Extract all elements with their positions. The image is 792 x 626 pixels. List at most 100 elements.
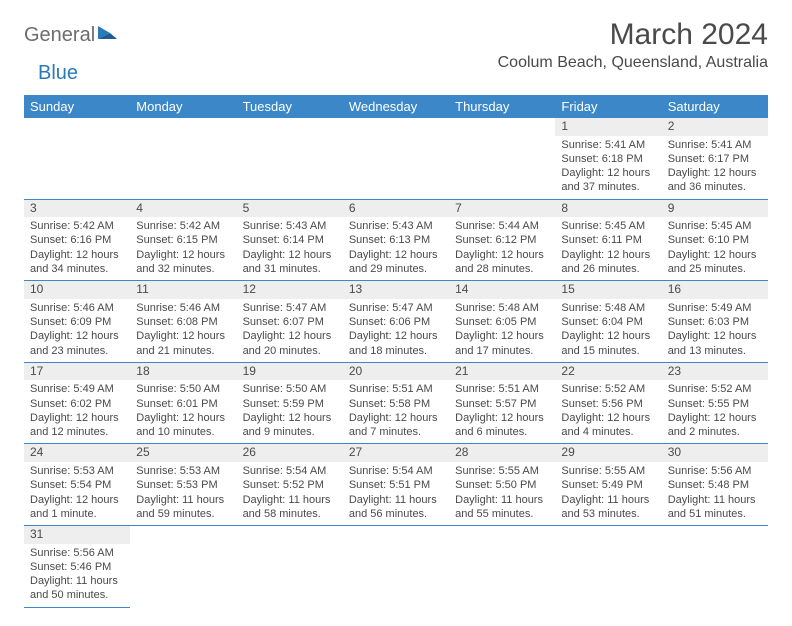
sunset: Sunset: 6:02 PM (30, 397, 124, 411)
sunset: Sunset: 6:18 PM (561, 152, 655, 166)
day-cell (449, 136, 555, 200)
daylight-line2: and 55 minutes. (455, 507, 549, 521)
day-number (555, 525, 661, 543)
sunset: Sunset: 6:01 PM (136, 397, 230, 411)
daylight-line1: Daylight: 11 hours (30, 574, 124, 588)
day-number: 2 (662, 118, 768, 136)
daynum-row: 10111213141516 (24, 281, 768, 299)
daylight-line2: and 34 minutes. (30, 262, 124, 276)
day-number: 22 (555, 362, 661, 380)
day-header-row: Sunday Monday Tuesday Wednesday Thursday… (24, 95, 768, 118)
daylight-line1: Daylight: 12 hours (30, 493, 124, 507)
day-number (449, 525, 555, 543)
day-number: 5 (237, 199, 343, 217)
day-cell: Sunrise: 5:46 AMSunset: 6:09 PMDaylight:… (24, 299, 130, 363)
sunrise: Sunrise: 5:43 AM (349, 219, 443, 233)
daylight-line2: and 10 minutes. (136, 425, 230, 439)
day-cell (130, 544, 236, 608)
sunrise: Sunrise: 5:48 AM (455, 301, 549, 315)
day-number: 28 (449, 444, 555, 462)
sunset: Sunset: 6:13 PM (349, 233, 443, 247)
day-number: 24 (24, 444, 130, 462)
sunset: Sunset: 5:51 PM (349, 478, 443, 492)
daylight-line2: and 31 minutes. (243, 262, 337, 276)
day-cell: Sunrise: 5:50 AMSunset: 6:01 PMDaylight:… (130, 380, 236, 444)
day-number (343, 118, 449, 136)
title-block: March 2024 Coolum Beach, Queensland, Aus… (498, 18, 768, 72)
dayhead-thu: Thursday (449, 95, 555, 118)
sunset: Sunset: 6:09 PM (30, 315, 124, 329)
daylight-line1: Daylight: 11 hours (455, 493, 549, 507)
daylight-line1: Daylight: 12 hours (243, 329, 337, 343)
day-body-row: Sunrise: 5:56 AMSunset: 5:46 PMDaylight:… (24, 544, 768, 608)
sunrise: Sunrise: 5:54 AM (349, 464, 443, 478)
logo-word2: Blue (38, 62, 78, 85)
daylight-line2: and 25 minutes. (668, 262, 762, 276)
sunrise: Sunrise: 5:43 AM (243, 219, 337, 233)
sunset: Sunset: 5:55 PM (668, 397, 762, 411)
daylight-line1: Daylight: 12 hours (30, 248, 124, 262)
day-cell: Sunrise: 5:55 AMSunset: 5:49 PMDaylight:… (555, 462, 661, 526)
day-cell: Sunrise: 5:43 AMSunset: 6:14 PMDaylight:… (237, 217, 343, 281)
day-cell (24, 136, 130, 200)
day-cell (237, 544, 343, 608)
daylight-line2: and 50 minutes. (30, 588, 124, 602)
daylight-line2: and 15 minutes. (561, 344, 655, 358)
day-number (130, 118, 236, 136)
sunrise: Sunrise: 5:56 AM (30, 546, 124, 560)
daylight-line2: and 12 minutes. (30, 425, 124, 439)
daylight-line2: and 59 minutes. (136, 507, 230, 521)
sunset: Sunset: 5:54 PM (30, 478, 124, 492)
day-cell: Sunrise: 5:49 AMSunset: 6:03 PMDaylight:… (662, 299, 768, 363)
daylight-line1: Daylight: 12 hours (349, 248, 443, 262)
day-number: 8 (555, 199, 661, 217)
daylight-line2: and 17 minutes. (455, 344, 549, 358)
day-cell: Sunrise: 5:50 AMSunset: 5:59 PMDaylight:… (237, 380, 343, 444)
day-number (237, 525, 343, 543)
sunrise: Sunrise: 5:45 AM (561, 219, 655, 233)
daylight-line1: Daylight: 12 hours (668, 411, 762, 425)
sunset: Sunset: 5:48 PM (668, 478, 762, 492)
day-cell (555, 544, 661, 608)
day-cell: Sunrise: 5:51 AMSunset: 5:58 PMDaylight:… (343, 380, 449, 444)
sunset: Sunset: 6:16 PM (30, 233, 124, 247)
day-cell: Sunrise: 5:54 AMSunset: 5:52 PMDaylight:… (237, 462, 343, 526)
daylight-line1: Daylight: 12 hours (136, 248, 230, 262)
sunset: Sunset: 6:10 PM (668, 233, 762, 247)
daylight-line1: Daylight: 11 hours (136, 493, 230, 507)
day-cell: Sunrise: 5:48 AMSunset: 6:04 PMDaylight:… (555, 299, 661, 363)
day-cell: Sunrise: 5:45 AMSunset: 6:10 PMDaylight:… (662, 217, 768, 281)
day-cell (237, 136, 343, 200)
daynum-row: 17181920212223 (24, 362, 768, 380)
day-cell: Sunrise: 5:47 AMSunset: 6:07 PMDaylight:… (237, 299, 343, 363)
sunset: Sunset: 6:06 PM (349, 315, 443, 329)
day-cell: Sunrise: 5:53 AMSunset: 5:53 PMDaylight:… (130, 462, 236, 526)
daylight-line1: Daylight: 12 hours (455, 329, 549, 343)
location: Coolum Beach, Queensland, Australia (498, 54, 768, 72)
daylight-line1: Daylight: 12 hours (668, 166, 762, 180)
day-number: 14 (449, 281, 555, 299)
day-number: 16 (662, 281, 768, 299)
day-number: 17 (24, 362, 130, 380)
sunrise: Sunrise: 5:51 AM (455, 382, 549, 396)
day-cell: Sunrise: 5:56 AMSunset: 5:48 PMDaylight:… (662, 462, 768, 526)
day-number: 20 (343, 362, 449, 380)
day-cell (343, 544, 449, 608)
sunset: Sunset: 6:03 PM (668, 315, 762, 329)
day-number: 11 (130, 281, 236, 299)
daylight-line2: and 32 minutes. (136, 262, 230, 276)
sunrise: Sunrise: 5:49 AM (30, 382, 124, 396)
month-title: March 2024 (498, 18, 768, 52)
day-cell: Sunrise: 5:45 AMSunset: 6:11 PMDaylight:… (555, 217, 661, 281)
sunrise: Sunrise: 5:46 AM (136, 301, 230, 315)
sunset: Sunset: 6:04 PM (561, 315, 655, 329)
day-number: 21 (449, 362, 555, 380)
sunset: Sunset: 5:49 PM (561, 478, 655, 492)
sunrise: Sunrise: 5:50 AM (243, 382, 337, 396)
day-number: 1 (555, 118, 661, 136)
day-cell: Sunrise: 5:44 AMSunset: 6:12 PMDaylight:… (449, 217, 555, 281)
day-number: 27 (343, 444, 449, 462)
day-number: 25 (130, 444, 236, 462)
day-body-row: Sunrise: 5:49 AMSunset: 6:02 PM Daylight:… (24, 380, 768, 444)
daylight-line1: Daylight: 11 hours (349, 493, 443, 507)
